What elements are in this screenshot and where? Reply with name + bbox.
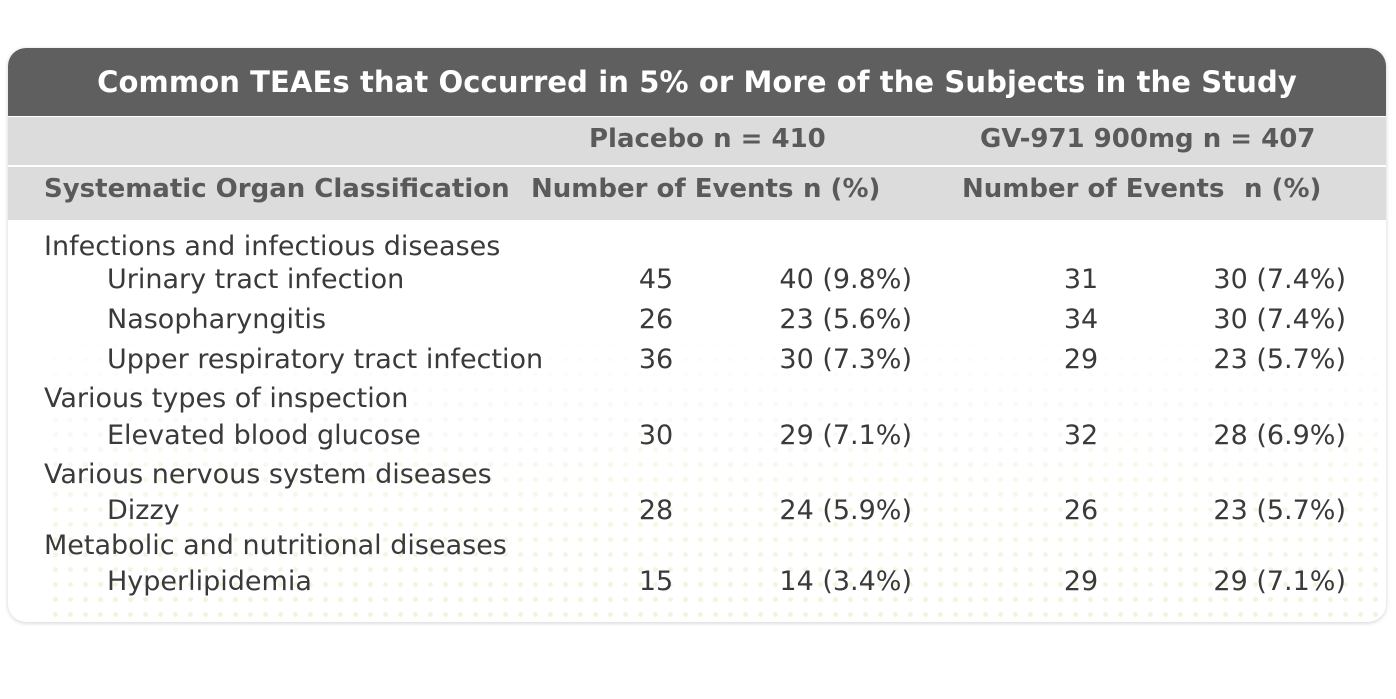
row-label: Dizzy [107,495,180,526]
row-label: Urinary tract infection [107,264,405,295]
placebo-events-cell: 30 [638,420,674,451]
row-label: Nasopharyngitis [107,304,327,335]
category-label: Infections and infectious diseases [44,231,501,262]
drug-events-cell: 32 [1063,420,1099,451]
drug-group-header: GV-971 900mg n = 407 [980,124,1316,154]
drug-events-cell: 29 [1063,566,1099,597]
placebo-n-cell: 23 (5.6%) [779,304,912,335]
drug-n-cell: 23 (5.7%) [1213,344,1346,375]
drug-events-column-header: Number of Events [962,174,1225,204]
dot-pattern-background [48,322,1386,622]
placebo-events-column-header: Number of Events [531,174,794,204]
placebo-n-cell: 40 (9.8%) [779,264,912,295]
row-label: Elevated blood glucose [107,420,421,451]
column-header-row: Systematic Organ Classification Number o… [8,167,1386,220]
drug-n-cell: 29 (7.1%) [1213,566,1346,597]
placebo-events-cell: 45 [638,264,674,295]
placebo-n-column-header: n (%) [803,174,881,204]
placebo-events-cell: 36 [638,344,674,375]
table-title: Common TEAEs that Occurred in 5% or More… [8,48,1386,116]
placebo-events-cell: 15 [638,566,674,597]
drug-n-cell: 30 (7.4%) [1213,264,1346,295]
drug-events-cell: 31 [1063,264,1099,295]
group-header-row: Placebo n = 410 GV-971 900mg n = 407 [8,117,1386,165]
soc-column-header: Systematic Organ Classification [44,174,510,204]
drug-n-cell: 30 (7.4%) [1213,304,1346,335]
drug-events-cell: 29 [1063,344,1099,375]
placebo-n-cell: 30 (7.3%) [779,344,912,375]
placebo-group-header: Placebo n = 410 [589,124,826,154]
drug-n-column-header: n (%) [1244,174,1322,204]
placebo-events-cell: 26 [638,304,674,335]
drug-events-cell: 26 [1063,495,1099,526]
drug-events-cell: 34 [1063,304,1099,335]
teae-table-card: Common TEAEs that Occurred in 5% or More… [8,48,1386,622]
placebo-n-cell: 29 (7.1%) [779,420,912,451]
drug-n-cell: 28 (6.9%) [1213,420,1346,451]
row-label: Upper respiratory tract infection [107,344,544,375]
row-label: Hyperlipidemia [107,566,312,597]
category-label: Various nervous system diseases [44,459,492,490]
category-label: Metabolic and nutritional diseases [44,530,507,561]
category-label: Various types of inspection [44,383,409,414]
placebo-n-cell: 24 (5.9%) [779,495,912,526]
placebo-events-cell: 28 [638,495,674,526]
placebo-n-cell: 14 (3.4%) [779,566,912,597]
drug-n-cell: 23 (5.7%) [1213,495,1346,526]
